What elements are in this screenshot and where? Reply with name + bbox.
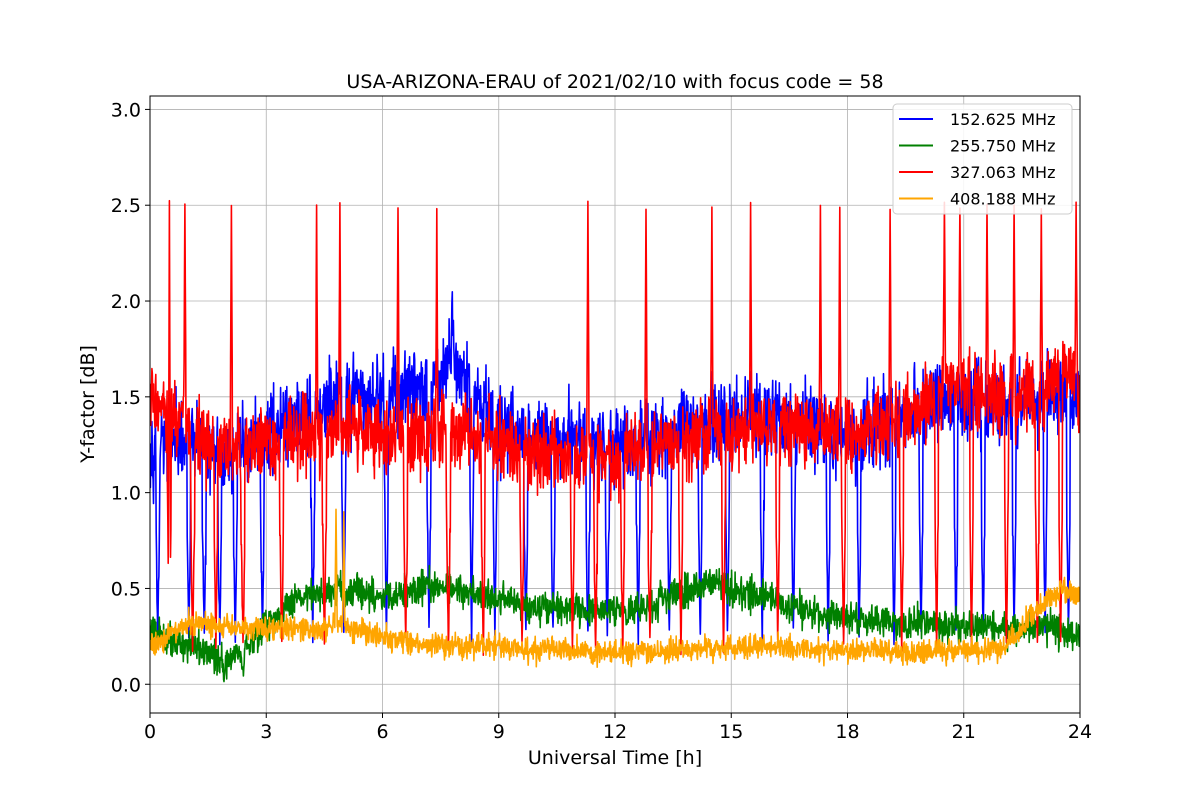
x-axis-label: Universal Time [h]: [528, 747, 702, 769]
series-line-255-750-mhz: [150, 564, 1080, 683]
y-tick-label: 2.0: [111, 291, 141, 313]
x-tick-label: 3: [260, 721, 272, 743]
x-tick-label: 15: [719, 721, 743, 743]
x-tick-label: 0: [144, 721, 156, 743]
chart-title: USA-ARIZONA-ERAU of 2021/02/10 with focu…: [346, 71, 883, 93]
x-tick-label: 9: [493, 721, 505, 743]
x-tick-label: 24: [1068, 721, 1092, 743]
legend-label: 255.750 MHz: [950, 137, 1055, 156]
x-tick-label: 18: [835, 721, 859, 743]
legend-label: 408.188 MHz: [950, 190, 1055, 209]
x-tick-label: 21: [952, 721, 976, 743]
legend: 152.625 MHz 255.750 MHz 327.063 MHz 408.188…: [892, 103, 1073, 215]
y-tick-label: 0.5: [111, 578, 141, 600]
y-axis-label: Y-factor [dB]: [77, 345, 99, 464]
series-layer: [150, 199, 1080, 683]
x-tick-label: 12: [603, 721, 627, 743]
legend-label: 152.625 MHz: [950, 110, 1055, 129]
y-tick-label: 1.0: [111, 483, 141, 505]
y-axis: 0.0 0.5 1.0 1.5 2.0 2.5 3.0: [111, 99, 150, 696]
series-line-408-188-mhz: [150, 508, 1080, 669]
y-tick-label: 2.5: [111, 195, 141, 217]
y-tick-label: 3.0: [111, 99, 141, 121]
y-tick-label: 1.5: [111, 387, 141, 409]
series-line-327-063-mhz: [150, 199, 1080, 657]
y-tick-label: 0.0: [111, 674, 141, 696]
legend-box: [892, 103, 1073, 215]
x-tick-label: 6: [376, 721, 388, 743]
x-axis: 0 3 6 9 12 15 18 21 24: [144, 713, 1092, 743]
legend-label: 327.063 MHz: [950, 163, 1055, 182]
